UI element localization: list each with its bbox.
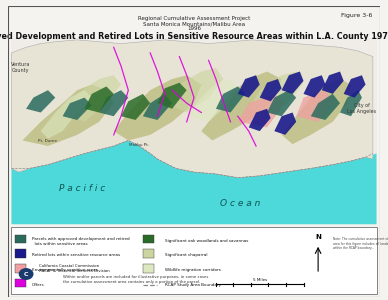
Polygon shape <box>26 90 55 112</box>
Polygon shape <box>282 79 351 144</box>
Polygon shape <box>23 85 114 146</box>
Bar <box>15 235 26 243</box>
Polygon shape <box>274 112 296 135</box>
Polygon shape <box>282 71 303 94</box>
Text: C: C <box>24 272 28 277</box>
Text: Significant chaparral: Significant chaparral <box>165 253 207 257</box>
Polygon shape <box>158 83 187 109</box>
Text: Regional Cumulative Assessment Project: Regional Cumulative Assessment Project <box>138 16 250 21</box>
Text: Within and/or parcels are included for illustrative purposes, in some cases
the : Within and/or parcels are included for i… <box>62 275 208 284</box>
Text: Note: The cumulative assessment study
area for this figure includes all lands
wi: Note: The cumulative assessment study ar… <box>333 237 388 250</box>
Bar <box>12 38 376 224</box>
Bar <box>143 235 154 243</box>
Bar <box>15 249 26 258</box>
Polygon shape <box>303 75 326 98</box>
Text: Significant oak woodlands and savannas: Significant oak woodlands and savannas <box>165 238 248 242</box>
Polygon shape <box>62 98 92 120</box>
Text: RCAP Study Area Boundary: RCAP Study Area Boundary <box>165 283 221 287</box>
Polygon shape <box>121 94 150 120</box>
Text: P a c i f i c: P a c i f i c <box>59 184 105 193</box>
Bar <box>15 279 26 287</box>
Text: California Coastal Commission
RACAP & Technical Services Division: California Coastal Commission RACAP & Te… <box>39 264 110 273</box>
Bar <box>15 264 26 273</box>
Polygon shape <box>62 75 121 122</box>
Text: Figure 3-6: Figure 3-6 <box>341 13 373 18</box>
Text: 5 Miles: 5 Miles <box>253 278 267 282</box>
Polygon shape <box>340 90 362 116</box>
Polygon shape <box>85 86 114 112</box>
Polygon shape <box>216 86 245 112</box>
Bar <box>143 249 154 258</box>
Polygon shape <box>238 94 285 128</box>
Circle shape <box>19 269 33 279</box>
Polygon shape <box>41 90 92 139</box>
Polygon shape <box>165 68 223 112</box>
Text: O c e a n: O c e a n <box>220 199 260 208</box>
Polygon shape <box>238 75 260 98</box>
Text: City of
Los Angeles: City of Los Angeles <box>347 103 376 113</box>
Polygon shape <box>311 94 340 120</box>
Polygon shape <box>201 71 282 140</box>
Polygon shape <box>187 79 238 122</box>
Text: lots within sensitive areas: lots within sensitive areas <box>31 242 87 246</box>
Polygon shape <box>12 40 373 178</box>
Polygon shape <box>267 90 296 116</box>
Text: N: N <box>315 234 321 240</box>
Text: Offers: Offers <box>31 283 44 287</box>
Bar <box>143 264 154 273</box>
Text: Wildlife migration corridors: Wildlife migration corridors <box>165 268 221 272</box>
Polygon shape <box>143 94 172 120</box>
Text: Pt. Dume: Pt. Dume <box>38 139 57 143</box>
Text: Santa Monica Mountains/Malibu Area: Santa Monica Mountains/Malibu Area <box>143 21 245 26</box>
Bar <box>12 227 376 294</box>
Polygon shape <box>99 90 128 116</box>
Polygon shape <box>260 79 282 101</box>
Polygon shape <box>249 71 303 116</box>
Polygon shape <box>12 140 376 224</box>
Polygon shape <box>296 90 333 122</box>
Text: Approved Development and Retired Lots in Sensitive Resource Areas within L.A. Co: Approved Development and Retired Lots in… <box>0 32 388 40</box>
Polygon shape <box>249 109 271 131</box>
Text: Parcels with approved development and retired: Parcels with approved development and re… <box>31 236 129 241</box>
Text: Retired lots within sensitive resource areas: Retired lots within sensitive resource a… <box>31 253 120 257</box>
Polygon shape <box>322 71 344 94</box>
Text: Environmentally sensitive areas: Environmentally sensitive areas <box>31 268 97 272</box>
Text: Malibu Pt.: Malibu Pt. <box>129 143 149 147</box>
Polygon shape <box>114 75 201 140</box>
Text: Ventura
County: Ventura County <box>11 62 30 73</box>
Text: 1996: 1996 <box>187 26 201 31</box>
Polygon shape <box>344 75 365 98</box>
